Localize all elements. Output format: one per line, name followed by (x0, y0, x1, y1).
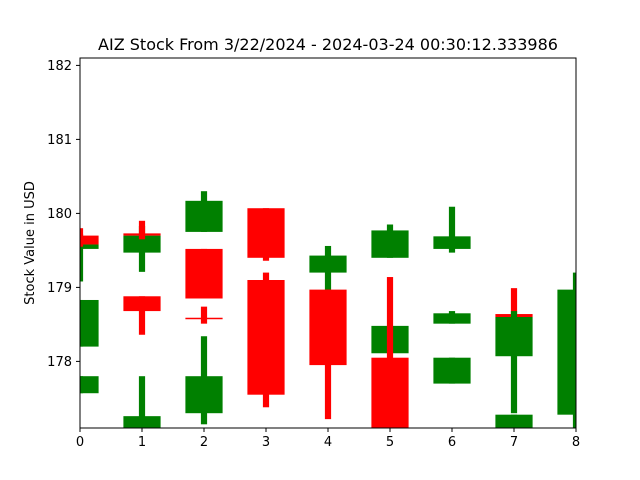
candle-body (371, 230, 409, 258)
candle-body (557, 289, 576, 415)
candle-body (433, 236, 471, 249)
candle-body (495, 317, 533, 357)
candle (185, 191, 223, 232)
candle (123, 225, 161, 272)
candle-wick (138, 296, 146, 335)
candle-body (123, 233, 161, 236)
candle (371, 277, 409, 428)
y-axis: 178 179 180 181 182 (47, 59, 80, 370)
chart-title: AIZ Stock From 3/22/2024 - 2024-03-24 00… (98, 35, 558, 54)
candle (495, 311, 533, 414)
candle (185, 306, 223, 324)
candle (433, 357, 471, 384)
candle-body (309, 289, 347, 366)
x-axis: 0 1 2 3 4 5 6 7 8 (76, 428, 580, 450)
candle-wick (138, 376, 146, 428)
candle (80, 299, 99, 347)
x-tick-label: 4 (324, 435, 332, 450)
candles-layer (80, 191, 576, 428)
candle-body (309, 255, 347, 273)
x-tick-label: 5 (386, 435, 394, 450)
candle (123, 220, 161, 240)
candle-wick (80, 234, 84, 282)
y-tick-label: 180 (47, 207, 72, 222)
candle (123, 296, 161, 335)
candle (309, 245, 347, 295)
candle-body (80, 235, 99, 245)
candle-body (185, 317, 223, 320)
candle-body (80, 299, 99, 347)
candle (185, 336, 223, 425)
candle-body (185, 200, 223, 232)
candle (371, 224, 409, 258)
candle (495, 414, 533, 428)
x-tick-label: 6 (448, 435, 456, 450)
x-tick-label: 0 (76, 435, 84, 450)
candle-body (247, 280, 285, 395)
candle-body (247, 208, 285, 258)
candle-body (433, 357, 471, 384)
candle (433, 206, 471, 253)
candle-body (185, 248, 223, 299)
candle-body (123, 416, 161, 428)
candle (247, 272, 285, 408)
plot-frame (79, 57, 577, 429)
y-axis-label: Stock Value in USD (23, 181, 38, 305)
candle (80, 228, 99, 247)
candle-wick (448, 206, 456, 253)
x-tick-label: 2 (200, 435, 208, 450)
candle-wick (510, 288, 518, 321)
candle-wick (510, 311, 518, 414)
candle (247, 208, 285, 261)
y-tick-label: 179 (47, 281, 72, 296)
candle-body (123, 296, 161, 312)
candle-body (80, 376, 99, 394)
candle-body (185, 376, 223, 414)
candle-body (123, 235, 161, 253)
candle-wick (138, 220, 146, 240)
x-tick-label: 8 (572, 435, 580, 450)
x-tick-label: 3 (262, 435, 270, 450)
candle-wick (200, 306, 208, 324)
x-tick-label: 7 (510, 435, 518, 450)
candle (80, 376, 99, 394)
candle (123, 376, 161, 428)
candle (433, 311, 471, 324)
x-tick-label: 1 (138, 435, 146, 450)
y-tick-label: 182 (47, 59, 72, 74)
candle-body (495, 414, 533, 428)
candle (309, 289, 347, 420)
candle-body (371, 357, 409, 428)
candle-body (80, 244, 99, 249)
candle (80, 234, 99, 282)
candle (185, 248, 223, 299)
candle-body (433, 313, 471, 324)
candle-wick (386, 277, 394, 428)
y-tick-label: 181 (47, 133, 72, 148)
candle (557, 272, 576, 428)
y-tick-label: 178 (47, 355, 72, 370)
